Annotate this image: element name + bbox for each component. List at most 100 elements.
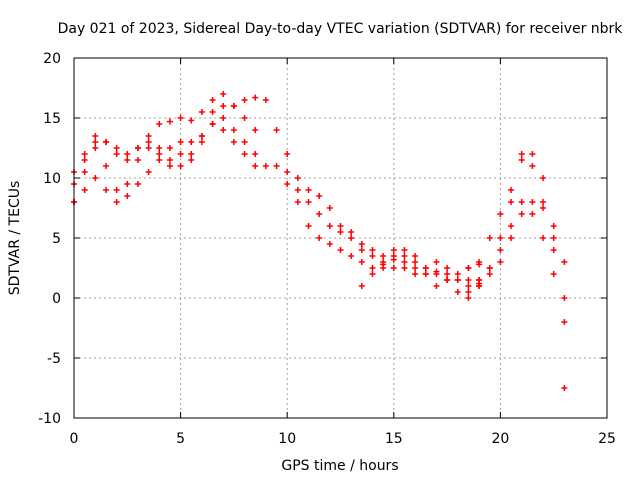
data-point	[230, 103, 237, 109]
data-point	[230, 139, 237, 145]
data-point	[422, 271, 429, 277]
y-tick-label: 0	[52, 291, 61, 307]
data-point	[465, 277, 472, 283]
data-point	[358, 241, 365, 247]
data-point	[348, 229, 355, 235]
data-point	[326, 241, 333, 247]
data-point	[81, 151, 88, 157]
data-point	[166, 163, 173, 169]
data-point	[444, 271, 451, 277]
data-point	[241, 151, 248, 157]
data-point	[113, 187, 120, 193]
data-point	[497, 259, 504, 265]
data-point	[508, 235, 515, 241]
data-point	[316, 211, 323, 217]
data-point	[262, 97, 269, 103]
data-point	[188, 151, 195, 157]
data-point	[444, 277, 451, 283]
data-point	[412, 253, 419, 259]
series-track-4	[71, 121, 259, 205]
series-track-3	[71, 115, 269, 193]
data-point	[102, 139, 109, 145]
data-point	[540, 199, 547, 205]
data-point	[550, 235, 557, 241]
data-point	[305, 187, 312, 193]
data-point	[156, 157, 163, 163]
data-point	[540, 205, 547, 211]
data-point	[92, 145, 99, 151]
data-point	[369, 271, 376, 277]
data-point	[294, 187, 301, 193]
data-point	[81, 169, 88, 175]
data-point	[454, 277, 461, 283]
data-point	[145, 145, 152, 151]
data-point	[390, 247, 397, 253]
y-tick-label: -5	[47, 351, 61, 367]
data-point	[124, 151, 131, 157]
data-point	[92, 139, 99, 145]
data-point	[529, 199, 536, 205]
data-point	[102, 187, 109, 193]
series-track-5	[273, 127, 483, 287]
data-point	[433, 283, 440, 289]
series-track-7	[273, 163, 483, 295]
data-point	[337, 229, 344, 235]
data-point	[284, 181, 291, 187]
data-point	[241, 115, 248, 121]
x-tick-label: 5	[176, 431, 185, 447]
data-point	[102, 163, 109, 169]
data-point	[156, 151, 163, 157]
data-point	[337, 247, 344, 253]
data-point	[412, 259, 419, 265]
data-point	[166, 118, 173, 125]
data-point	[188, 139, 195, 145]
data-point	[326, 205, 333, 211]
data-point	[252, 163, 259, 169]
data-point	[134, 145, 141, 151]
data-point	[220, 91, 227, 97]
x-tick-label: 10	[278, 431, 296, 447]
data-point	[305, 199, 312, 205]
data-point	[401, 259, 408, 265]
data-point	[273, 163, 280, 169]
data-point	[81, 157, 88, 163]
data-point	[252, 127, 259, 133]
data-point	[177, 151, 184, 157]
data-point	[518, 199, 525, 205]
x-tick-label: 15	[385, 431, 403, 447]
series-track-6	[284, 181, 483, 289]
data-point	[220, 127, 227, 133]
data-point	[390, 253, 397, 259]
data-point	[348, 253, 355, 259]
data-point	[113, 151, 120, 157]
x-tick-label: 25	[598, 431, 616, 447]
data-point	[476, 277, 483, 283]
data-point	[198, 109, 205, 115]
data-point	[369, 265, 376, 271]
data-point	[220, 115, 227, 121]
data-point	[412, 271, 419, 277]
data-point	[422, 265, 429, 271]
data-point	[497, 247, 504, 253]
data-point	[198, 139, 205, 145]
data-point	[529, 151, 536, 157]
data-point	[188, 117, 195, 124]
data-point	[518, 151, 525, 157]
data-point	[561, 319, 568, 325]
data-point	[401, 247, 408, 253]
data-point	[454, 289, 461, 295]
data-point	[444, 265, 451, 271]
data-point	[92, 133, 99, 139]
data-point	[156, 121, 163, 127]
data-point	[550, 223, 557, 229]
series-track-9	[465, 151, 568, 391]
data-point	[529, 211, 536, 217]
data-point	[465, 265, 472, 271]
data-point	[284, 169, 291, 175]
data-point	[518, 211, 525, 217]
data-point	[380, 265, 387, 271]
data-point	[433, 259, 440, 265]
y-tick-label: 15	[43, 111, 61, 127]
data-point	[113, 145, 120, 151]
data-point	[134, 181, 141, 187]
